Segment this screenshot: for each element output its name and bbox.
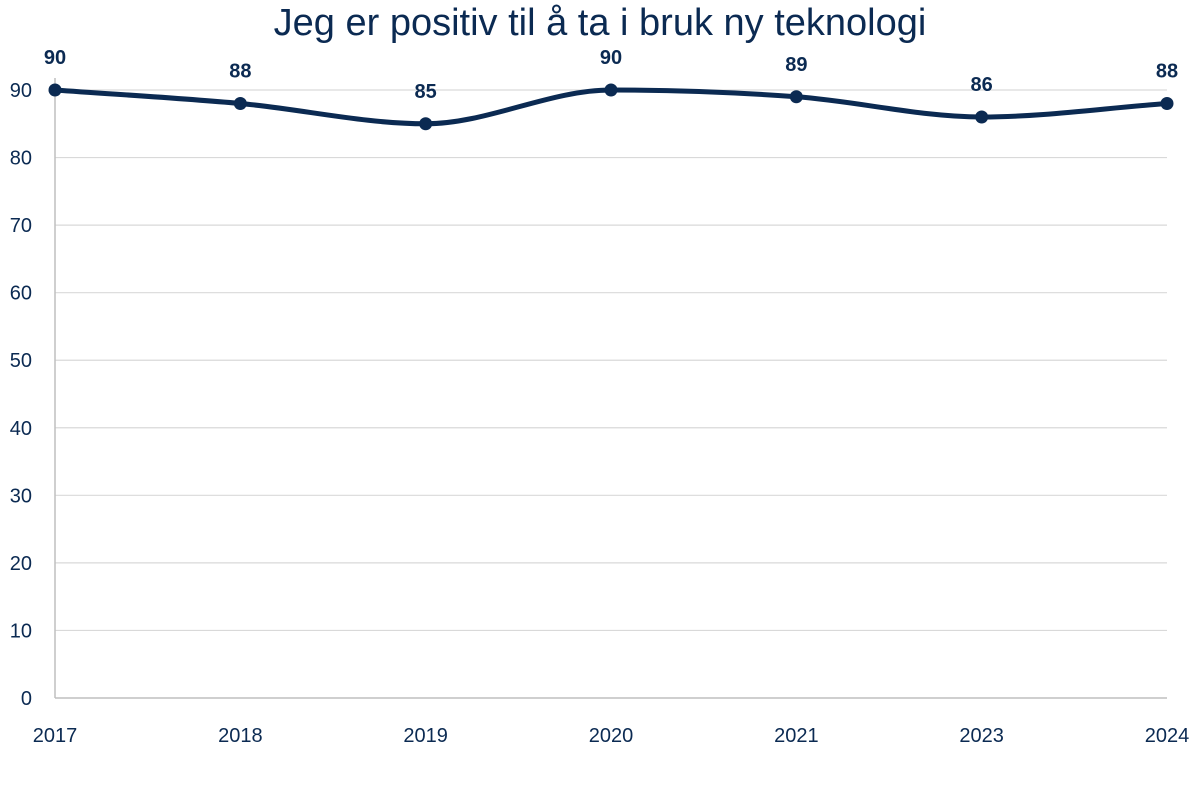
- data-points: [48, 83, 1174, 131]
- data-point: [789, 90, 803, 104]
- x-tick-label: 2023: [959, 725, 1004, 747]
- x-tick-label: 2020: [589, 725, 634, 747]
- data-point: [233, 97, 247, 111]
- y-tick-label: 0: [21, 688, 32, 710]
- y-tick-label: 30: [10, 485, 32, 507]
- data-label: 90: [44, 47, 66, 69]
- data-point: [1160, 97, 1174, 111]
- x-tick-label: 2021: [774, 725, 819, 747]
- data-point: [975, 110, 989, 124]
- x-tick-label: 2018: [218, 725, 263, 747]
- data-label: 88: [1156, 61, 1178, 83]
- y-tick-label: 90: [10, 80, 32, 102]
- data-label: 90: [600, 47, 622, 69]
- y-tick-label: 80: [10, 148, 32, 170]
- data-label: 88: [229, 61, 251, 83]
- data-label: 85: [415, 81, 437, 103]
- x-tick-label: 2024: [1145, 725, 1190, 747]
- data-labels: 90 88 85 90 89 86 88: [44, 47, 1178, 103]
- y-tick-label: 40: [10, 418, 32, 440]
- y-tick-label: 60: [10, 283, 32, 305]
- data-point: [604, 83, 618, 97]
- x-axis-ticks: 2017 2018 2019 2020 2021 2023 2024: [33, 725, 1190, 747]
- data-point: [48, 83, 62, 97]
- gridlines: [55, 89, 1167, 632]
- data-label: 89: [785, 54, 807, 76]
- data-point: [419, 117, 433, 131]
- chart-title: Jeg er positiv til å ta i bruk ny teknol…: [273, 2, 927, 44]
- axes: [54, 78, 1167, 699]
- y-tick-label: 50: [10, 350, 32, 372]
- y-axis-ticks: 0 10 20 30 40 50 60 70 80 90: [10, 80, 32, 710]
- data-label: 86: [971, 74, 993, 96]
- y-tick-label: 10: [10, 620, 32, 642]
- x-tick-label: 2017: [33, 725, 78, 747]
- y-tick-label: 70: [10, 215, 32, 237]
- x-tick-label: 2019: [403, 725, 448, 747]
- y-tick-label: 20: [10, 553, 32, 575]
